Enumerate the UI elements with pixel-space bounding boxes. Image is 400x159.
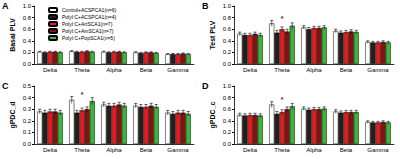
- svg-text:Delta: Delta: [243, 67, 258, 73]
- svg-text:0.5: 0.5: [23, 83, 32, 89]
- svg-text:Alpha: Alpha: [106, 147, 122, 153]
- svg-text:Theta: Theta: [74, 147, 90, 153]
- svg-text:1.0: 1.0: [223, 83, 232, 89]
- svg-text:*: *: [280, 14, 284, 23]
- svg-text:0.6: 0.6: [223, 106, 232, 112]
- svg-text:0.8: 0.8: [223, 95, 232, 101]
- svg-text:PolyI:C+ACSPCA1(n=4): PolyI:C+ACSPCA1(n=4): [62, 14, 117, 20]
- svg-text:1.0: 1.0: [223, 3, 232, 9]
- svg-text:Beta: Beta: [340, 147, 353, 153]
- svg-text:PolyI:C+PopSCA1(n=5): PolyI:C+PopSCA1(n=5): [62, 35, 115, 41]
- svg-text:Beta: Beta: [340, 67, 353, 73]
- svg-text:Theta: Theta: [274, 147, 290, 153]
- svg-text:0.4: 0.4: [23, 38, 32, 44]
- svg-text:0.8: 0.8: [23, 15, 32, 21]
- svg-text:Gamma: Gamma: [367, 67, 389, 73]
- svg-text:0.3: 0.3: [23, 106, 32, 112]
- svg-text:Alpha: Alpha: [306, 67, 322, 73]
- svg-text:0.0: 0.0: [223, 141, 232, 147]
- svg-text:D: D: [202, 81, 209, 91]
- svg-text:gPDC_d: gPDC_d: [9, 101, 17, 128]
- svg-text:C: C: [2, 81, 9, 91]
- svg-text:PolyI:C+AmSCA1(n=7): PolyI:C+AmSCA1(n=7): [62, 28, 114, 34]
- svg-text:Delta: Delta: [243, 147, 258, 153]
- svg-text:*: *: [280, 95, 284, 104]
- svg-text:0.6: 0.6: [223, 26, 232, 32]
- svg-text:Delta: Delta: [43, 67, 58, 73]
- svg-text:0.2: 0.2: [23, 49, 32, 55]
- svg-text:0.8: 0.8: [223, 15, 232, 21]
- svg-text:Beta: Beta: [140, 147, 153, 153]
- svg-text:1.0: 1.0: [23, 3, 32, 9]
- svg-text:0.2: 0.2: [223, 129, 232, 135]
- svg-text:0.2: 0.2: [223, 49, 232, 55]
- svg-text:Gamma: Gamma: [167, 67, 189, 73]
- svg-text:Gamma: Gamma: [167, 147, 189, 153]
- svg-text:A: A: [2, 1, 9, 11]
- svg-text:Alpha: Alpha: [106, 67, 122, 73]
- svg-text:B: B: [202, 1, 209, 11]
- svg-text:Theta: Theta: [74, 67, 90, 73]
- svg-text:0.4: 0.4: [223, 38, 232, 44]
- svg-text:Gamma: Gamma: [367, 147, 389, 153]
- svg-text:Alpha: Alpha: [306, 147, 322, 153]
- svg-text:Theta: Theta: [274, 67, 290, 73]
- svg-text:0.0: 0.0: [23, 141, 32, 147]
- svg-text:0.2: 0.2: [23, 118, 32, 124]
- svg-text:0.6: 0.6: [23, 26, 32, 32]
- svg-text:PolyI:C+ArtSCA1(n=7): PolyI:C+ArtSCA1(n=7): [62, 21, 113, 27]
- svg-text:Control+ACSPCA1(n=6): Control+ACSPCA1(n=6): [62, 7, 117, 13]
- svg-text:gPDC_c: gPDC_c: [209, 101, 217, 128]
- svg-text:0.0: 0.0: [223, 61, 232, 67]
- svg-text:*: *: [80, 90, 84, 99]
- svg-text:0.4: 0.4: [23, 95, 32, 101]
- svg-text:Beta: Beta: [140, 67, 153, 73]
- svg-text:0.4: 0.4: [223, 118, 232, 124]
- svg-text:0.1: 0.1: [23, 129, 32, 135]
- svg-text:0.0: 0.0: [23, 61, 32, 67]
- svg-text:Test PLV: Test PLV: [209, 20, 216, 49]
- svg-text:Basal PLV: Basal PLV: [9, 18, 16, 52]
- svg-text:Delta: Delta: [43, 147, 58, 153]
